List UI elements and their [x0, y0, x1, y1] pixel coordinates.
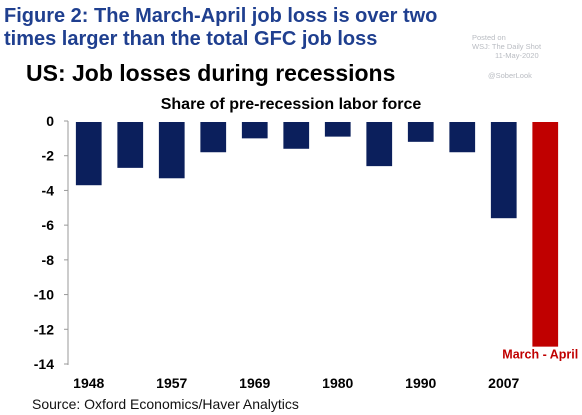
watermark-source: WSJ: The Daily Shot — [472, 42, 542, 51]
bar — [366, 122, 393, 167]
y-tick-label: -14 — [34, 356, 54, 372]
chart-title: US: Job losses during recessions — [26, 60, 396, 86]
bar — [158, 122, 185, 179]
y-tick-label: -8 — [42, 252, 55, 268]
x-tick-label: 1980 — [322, 375, 353, 391]
y-tick-label: -10 — [34, 287, 54, 303]
y-tick-label: -4 — [42, 182, 55, 198]
x-tick-label: 1969 — [239, 375, 270, 391]
bar — [532, 122, 559, 347]
x-tick-label: 1948 — [73, 375, 104, 391]
x-tick-label: 2007 — [488, 375, 519, 391]
y-tick-label: 0 — [46, 113, 54, 129]
watermark-handle: @SoberLook — [488, 71, 532, 80]
bar — [241, 122, 268, 139]
y-tick-label: -6 — [42, 217, 55, 233]
chart-subtitle: Share of pre-recession labor force — [160, 96, 422, 113]
bar-annotation-label: March - April — [502, 348, 578, 362]
bar — [490, 122, 517, 219]
source-note: Source: Oxford Economics/Haver Analytics — [32, 396, 299, 412]
bar — [449, 122, 476, 153]
bar — [407, 122, 434, 142]
x-tick-label: 1990 — [405, 375, 436, 391]
y-tick-label: -12 — [34, 321, 54, 337]
y-tick-label: -2 — [42, 148, 55, 164]
bar — [324, 122, 351, 137]
watermark-date: 11-May-2020 — [495, 51, 539, 60]
watermark-posted-on: Posted on — [472, 33, 506, 42]
bar — [283, 122, 310, 149]
bar — [200, 122, 227, 153]
bar — [75, 122, 102, 186]
figure-headline-line2: times larger than the total GFC job loss — [4, 28, 378, 50]
figure-headline-line1: Figure 2: The March-April job loss is ov… — [4, 5, 438, 27]
bar — [117, 122, 144, 168]
x-tick-label: 1957 — [156, 375, 187, 391]
